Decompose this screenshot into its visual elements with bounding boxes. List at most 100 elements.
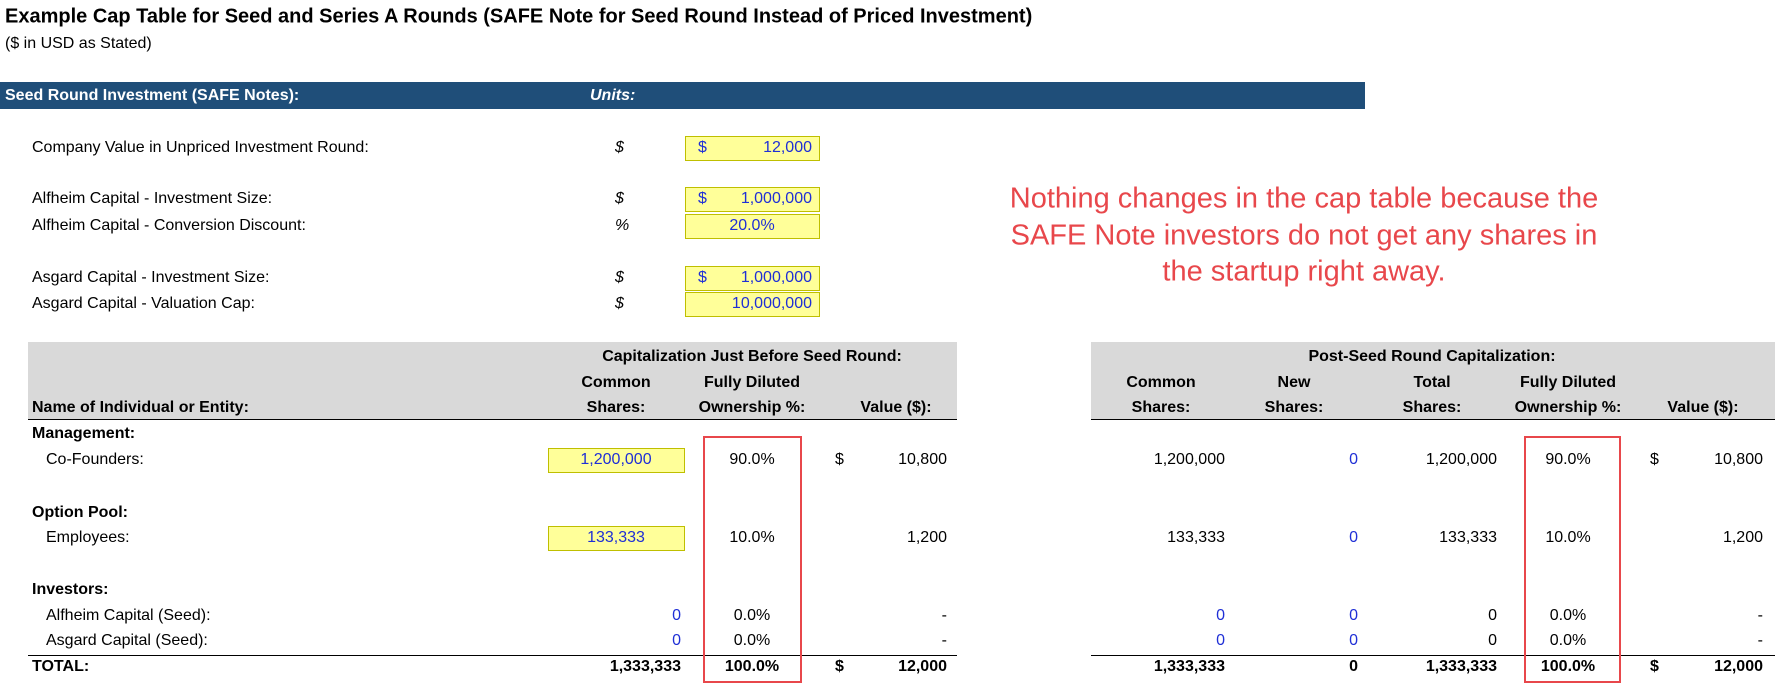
group-label: Option Pool: bbox=[32, 504, 128, 521]
cell-value: 0.0% bbox=[733, 632, 771, 649]
column-header: Total bbox=[1413, 374, 1451, 391]
input-label: Asgard Capital - Valuation Cap: bbox=[32, 295, 255, 312]
header-fill bbox=[1091, 342, 1775, 419]
input-cell bbox=[685, 214, 820, 239]
highlight-box bbox=[703, 436, 802, 683]
column-header: Ownership %: bbox=[698, 399, 806, 416]
input-unit: $ bbox=[615, 190, 624, 207]
cell-value: 0.0% bbox=[1549, 632, 1587, 649]
input-prefix: $ bbox=[698, 190, 707, 207]
row-label: Co-Founders: bbox=[46, 451, 144, 468]
input-label: Asgard Capital - Investment Size: bbox=[32, 269, 270, 286]
group-header: Post-Seed Round Capitalization: bbox=[1308, 348, 1556, 365]
row-label: TOTAL: bbox=[32, 658, 90, 675]
cell-value: - bbox=[1757, 607, 1763, 624]
column-header: Value ($): bbox=[1667, 399, 1739, 416]
cell-value: 1,200,000 bbox=[1425, 451, 1497, 468]
cell-value: 0 bbox=[1349, 529, 1358, 546]
subtitle: ($ in USD as Stated) bbox=[5, 35, 152, 52]
column-header: Value ($): bbox=[860, 399, 932, 416]
cell-value: 1,200 bbox=[906, 529, 947, 546]
cell-value: - bbox=[941, 632, 947, 649]
column-header: Shares: bbox=[1264, 399, 1324, 416]
input-value: 1,000,000 bbox=[740, 190, 812, 207]
input-cell bbox=[548, 448, 685, 473]
cell-value: 100.0% bbox=[1540, 658, 1596, 675]
cell-value: 12,000 bbox=[1714, 658, 1763, 675]
cell-value: 0 bbox=[672, 607, 681, 624]
column-header: Shares: bbox=[1131, 399, 1191, 416]
cell-value: $ bbox=[835, 451, 844, 468]
cell-value: 1,333,333 bbox=[1153, 658, 1225, 675]
input-value: 12,000 bbox=[763, 139, 812, 156]
cell-value: 10,800 bbox=[898, 451, 947, 468]
cell-value: 0 bbox=[1216, 632, 1225, 649]
input-unit: $ bbox=[615, 295, 624, 312]
group-label: Investors: bbox=[32, 581, 109, 598]
cell-value: 10,800 bbox=[1714, 451, 1763, 468]
cell-value: 12,000 bbox=[898, 658, 947, 675]
row-label: Asgard Capital (Seed): bbox=[46, 632, 208, 649]
cell-value: 0 bbox=[1349, 658, 1358, 675]
cell-value: 0 bbox=[1488, 632, 1497, 649]
header-rule bbox=[28, 419, 957, 420]
cell-value: 133,333 bbox=[1167, 529, 1225, 546]
cell-value: 0.0% bbox=[1549, 607, 1587, 624]
highlight-box bbox=[1524, 436, 1621, 683]
cell-value: 1,200 bbox=[1722, 529, 1763, 546]
column-header: Common bbox=[581, 374, 651, 391]
cell-value: - bbox=[1757, 632, 1763, 649]
annotation: SAFE Note investors do not get any share… bbox=[1010, 219, 1598, 252]
section-bar bbox=[0, 82, 1365, 109]
input-label: Alfheim Capital - Investment Size: bbox=[32, 190, 273, 207]
cell-value: - bbox=[941, 607, 947, 624]
cell-value: $ bbox=[1650, 658, 1659, 675]
annotation: Nothing changes in the cap table because… bbox=[1009, 182, 1599, 215]
column-header: Ownership %: bbox=[1514, 399, 1622, 416]
input-cell bbox=[685, 136, 820, 161]
section-title: Seed Round Investment (SAFE Notes): bbox=[5, 87, 300, 104]
cell-value: 0 bbox=[1349, 607, 1358, 624]
cell-value: 10.0% bbox=[1545, 529, 1591, 546]
column-header: Shares: bbox=[1402, 399, 1462, 416]
cell-value: 0.0% bbox=[733, 607, 771, 624]
input-unit: $ bbox=[615, 139, 624, 156]
cell-value: $ bbox=[1650, 451, 1659, 468]
input-value: 20.0% bbox=[729, 217, 775, 234]
total-rule bbox=[28, 655, 957, 656]
total-rule bbox=[1091, 655, 1775, 656]
title: Example Cap Table for Seed and Series A … bbox=[5, 5, 1033, 28]
units-header: Units: bbox=[590, 87, 636, 104]
cell-value: 90.0% bbox=[1545, 451, 1591, 468]
cell-value: 1,333,333 bbox=[609, 658, 681, 675]
input-label: Alfheim Capital - Conversion Discount: bbox=[32, 217, 306, 234]
input-cell bbox=[685, 266, 820, 291]
group-header: Capitalization Just Before Seed Round: bbox=[602, 348, 902, 365]
cell-value: 1,333,333 bbox=[1425, 658, 1497, 675]
cell-value: 0 bbox=[1488, 607, 1497, 624]
cell-value: 1,200,000 bbox=[1153, 451, 1225, 468]
input-unit: % bbox=[615, 217, 630, 234]
input-value: 10,000,000 bbox=[731, 295, 812, 312]
cell-value: $ bbox=[835, 658, 844, 675]
cell-value: 100.0% bbox=[724, 658, 780, 675]
column-header: Common bbox=[1126, 374, 1196, 391]
group-label: Management: bbox=[32, 425, 136, 442]
cell-value: 1,200,000 bbox=[580, 451, 652, 468]
column-header: Shares: bbox=[586, 399, 646, 416]
cell-value: 10.0% bbox=[729, 529, 775, 546]
cell-value: 133,333 bbox=[587, 529, 645, 546]
input-unit: $ bbox=[615, 269, 624, 286]
input-value: 1,000,000 bbox=[740, 269, 812, 286]
cell-value: 0 bbox=[1349, 632, 1358, 649]
input-label: Company Value in Unpriced Investment Rou… bbox=[32, 139, 369, 156]
header-rule bbox=[1091, 419, 1775, 420]
row-label: Alfheim Capital (Seed): bbox=[46, 607, 211, 624]
column-header: New bbox=[1277, 374, 1311, 391]
cell-value: 0 bbox=[1216, 607, 1225, 624]
input-prefix: $ bbox=[698, 139, 707, 156]
header-fill bbox=[28, 342, 957, 419]
cell-value: 90.0% bbox=[729, 451, 775, 468]
input-cell bbox=[685, 292, 820, 317]
cell-value: 0 bbox=[1349, 451, 1358, 468]
